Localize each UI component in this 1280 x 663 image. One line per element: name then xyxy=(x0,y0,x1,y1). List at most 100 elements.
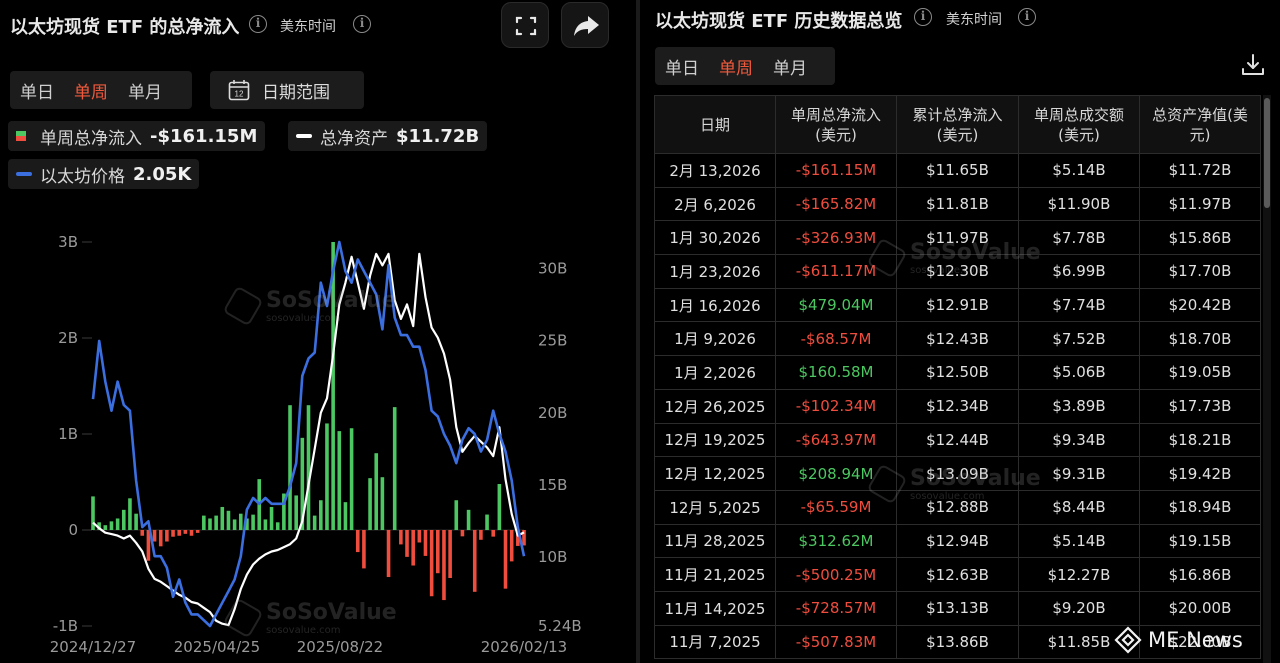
cell-weekly-net-inflow: -$65.59M xyxy=(775,489,897,525)
cell-total-nav: $22.00B xyxy=(1139,624,1261,660)
legend-value: 2.05K xyxy=(133,163,192,185)
cell-weekly-net-inflow: $208.94M xyxy=(775,456,897,491)
flow-bar xyxy=(497,484,502,530)
table-row[interactable]: 11月 28,2025 $312.62M $12.94B $5.14B $19.15B xyxy=(654,523,1261,559)
tab-day[interactable]: 单日 xyxy=(20,82,54,103)
col-weekly-net-inflow[interactable]: 单周总净流入(美元) xyxy=(775,95,897,154)
period-tabs: 单日 单周 单月 xyxy=(10,71,192,109)
info-icon[interactable]: i xyxy=(249,15,267,33)
flow-bar xyxy=(516,530,520,546)
cell-weekly-volume: $3.89B xyxy=(1018,388,1140,424)
diamond-logo-icon xyxy=(1114,626,1142,654)
table-row[interactable]: 12月 5,2025 -$65.59M $12.88B $8.44B $18.94B xyxy=(654,489,1261,525)
cell-total-nav: $20.42B xyxy=(1139,287,1261,323)
flow-bar xyxy=(91,496,95,530)
tab-month[interactable]: 单月 xyxy=(128,82,162,103)
cell-total-nav: $19.05B xyxy=(1139,355,1261,390)
source-badge-text: ME News xyxy=(1148,628,1243,652)
cell-date: 1月 9,2026 xyxy=(654,321,776,357)
flow-bar xyxy=(312,515,317,530)
table-row[interactable]: 12月 12,2025 $208.94M $13.09B $9.31B $19.42B xyxy=(654,456,1261,491)
cell-weekly-net-inflow: $312.62M xyxy=(775,523,897,559)
table-row[interactable]: 12月 26,2025 -$102.34M $12.34B $3.89B $17.73B xyxy=(654,388,1261,424)
flow-bar xyxy=(423,530,428,556)
tab-month[interactable]: 单月 xyxy=(773,58,807,79)
col-weekly-volume[interactable]: 单周总成交额(美元) xyxy=(1018,95,1140,154)
cell-weekly-volume: $7.78B xyxy=(1018,220,1140,256)
table-row[interactable]: 2月 6,2026 -$165.82M $11.81B $11.90B $11.97B xyxy=(654,186,1261,222)
cell-date: 1月 2,2026 xyxy=(654,355,776,390)
flow-bar xyxy=(442,530,446,601)
col-total-nav[interactable]: 总资产净值(美元) xyxy=(1139,95,1261,154)
col-date[interactable]: 日期 xyxy=(654,95,776,154)
download-button[interactable] xyxy=(1240,52,1266,82)
flow-bar xyxy=(429,530,434,597)
cell-cumulative-inflow: $11.97B xyxy=(896,220,1019,256)
tab-week[interactable]: 单周 xyxy=(719,58,753,79)
history-panel: 以太坊现货 ETF 历史数据总览 i 美东时间 i 单日 单周 单月 日期 单周… xyxy=(640,0,1280,663)
cell-weekly-net-inflow: -$507.83M xyxy=(775,624,897,660)
table-row[interactable]: 1月 30,2026 -$326.93M $11.97B $7.78B $15.86B xyxy=(654,220,1261,256)
cell-weekly-net-inflow: -$643.97M xyxy=(775,422,897,458)
share-button[interactable] xyxy=(561,2,609,48)
table-row[interactable]: 11月 7,2025 -$507.83M $13.86B $11.85B $22.00B xyxy=(654,624,1261,660)
table-row[interactable]: 11月 14,2025 -$728.57M $13.13B $9.20B $20.00B xyxy=(654,590,1261,626)
source-badge: ME News xyxy=(1114,626,1243,654)
flow-bar xyxy=(417,530,422,543)
cell-weekly-net-inflow: -$165.82M xyxy=(775,186,897,222)
tab-day[interactable]: 单日 xyxy=(665,58,699,79)
cell-date: 11月 21,2025 xyxy=(654,557,776,592)
flow-bar xyxy=(232,519,237,530)
flow-bar xyxy=(448,530,452,578)
cell-total-nav: $11.72B xyxy=(1139,153,1261,188)
date-range-button[interactable]: 12 日期范围 xyxy=(210,71,364,109)
timezone-info-icon[interactable]: i xyxy=(353,15,371,33)
blue-line-icon xyxy=(16,172,32,176)
table-row[interactable]: 1月 9,2026 -$68.57M $12.43B $7.52B $18.70B xyxy=(654,321,1261,357)
cell-weekly-net-inflow: -$611.17M xyxy=(775,254,897,289)
table-row[interactable]: 1月 23,2026 -$611.17M $12.30B $6.99B $17.70B xyxy=(654,254,1261,289)
flow-bar xyxy=(306,405,311,530)
table-row[interactable]: 1月 2,2026 $160.58M $12.50B $5.06B $19.05B xyxy=(654,355,1261,390)
flow-bar xyxy=(485,514,489,530)
cell-weekly-volume: $7.52B xyxy=(1018,321,1140,357)
table-row[interactable]: 12月 19,2025 -$643.97M $12.44B $9.34B $18.21B xyxy=(654,422,1261,458)
flow-bar xyxy=(288,405,292,530)
cell-total-nav: $11.97B xyxy=(1139,186,1261,222)
table-scrollbar-track[interactable] xyxy=(1263,95,1271,663)
flow-bar xyxy=(460,530,465,537)
timezone-label: 美东时间 xyxy=(946,12,1002,28)
legend-net-assets[interactable]: 总净资产 $11.72B xyxy=(288,121,488,151)
flow-bar xyxy=(503,530,508,589)
legend-eth-price[interactable]: 以太坊价格 2.05K xyxy=(8,159,200,189)
flow-bar xyxy=(472,530,477,592)
flow-bar xyxy=(97,522,101,530)
table-row[interactable]: 2月 13,2026 -$161.15M $11.65B $5.14B $11.72B xyxy=(654,153,1261,188)
table-row[interactable]: 1月 16,2026 $479.04M $12.91B $7.74B $20.42B xyxy=(654,287,1261,323)
left-axis-tick-label: 2B xyxy=(58,329,78,347)
calendar-icon-day: 12 xyxy=(235,90,244,99)
cell-total-nav: $20.00B xyxy=(1139,590,1261,626)
flow-bar xyxy=(251,514,255,530)
left-axis-tick-label: 1B xyxy=(58,425,78,443)
table-row[interactable]: 11月 21,2025 -$500.25M $12.63B $12.27B $16.86… xyxy=(654,557,1261,592)
legend-label: 以太坊价格 xyxy=(40,166,125,187)
legend-net-inflow[interactable]: 单周总净流入 -$161.15M xyxy=(8,121,266,151)
right-axis-tick-label: 15B xyxy=(538,476,567,494)
info-icon[interactable]: i xyxy=(914,8,932,26)
col-cumulative-inflow[interactable]: 累计总净流入(美元) xyxy=(896,95,1019,154)
flow-chart[interactable]: 3B 2B 1B 0 -1B 30B 25B 20B 15B 10B 5.24B 2024/12/27… xyxy=(0,215,636,663)
table-scrollbar-thumb[interactable] xyxy=(1264,98,1270,208)
cell-cumulative-inflow: $13.86B xyxy=(896,624,1019,660)
cell-weekly-net-inflow: $479.04M xyxy=(775,287,897,323)
left-axis-tick-label: -1B xyxy=(53,617,78,635)
timezone-info-icon[interactable]: i xyxy=(1018,8,1036,26)
fullscreen-button[interactable] xyxy=(501,2,549,48)
tab-week[interactable]: 单周 xyxy=(74,82,108,103)
flow-bar xyxy=(436,530,440,574)
cell-date: 12月 12,2025 xyxy=(654,456,776,491)
eth-price-line xyxy=(91,240,526,628)
flow-chart-panel: 以太坊现货 ETF 的总净流入 i 美东时间 i 单日 单周 单月 12 日期范… xyxy=(0,0,636,663)
flow-bar xyxy=(522,530,526,546)
flow-bar xyxy=(294,495,298,530)
